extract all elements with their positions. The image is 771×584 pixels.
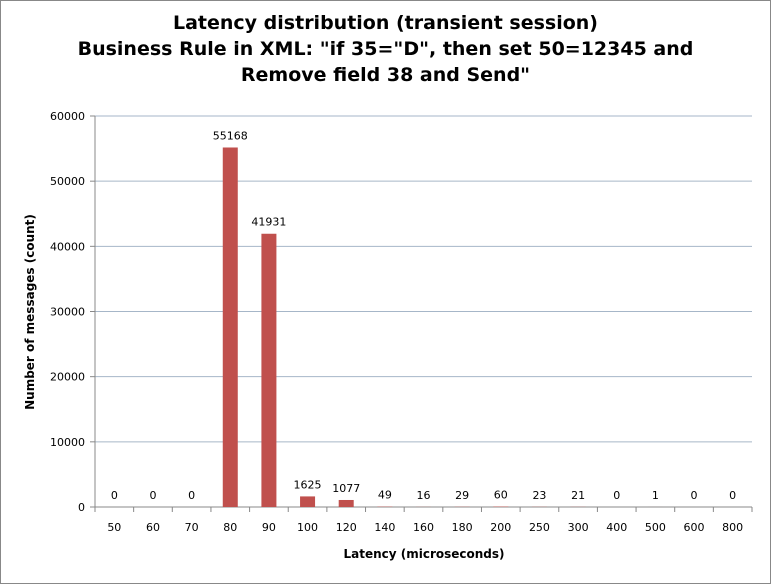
x-tick-label: 200 [490,521,511,534]
x-tick-label: 800 [722,521,743,534]
bar-90 [261,233,277,508]
x-tick-label: 60 [146,521,160,534]
data-label-600: 0 [691,489,698,502]
data-label-500: 1 [652,489,659,502]
data-label-60: 0 [149,489,156,502]
data-label-250: 23 [532,489,546,502]
data-label-800: 0 [729,489,736,502]
chart-title-line-2: Business Rule in XML: "if 35="D", then s… [77,38,694,60]
x-tick-label: 600 [684,521,705,534]
data-label-300: 21 [571,489,585,502]
bar-120 [338,499,354,507]
y-tick-label: 40000 [50,240,85,253]
x-tick-label: 120 [336,521,357,534]
chart-title-line-3: Remove field 38 and Send" [240,64,531,86]
x-tick-label: 100 [297,521,318,534]
x-tick-label: 160 [413,521,434,534]
y-tick-labels: 0 10000 20000 30000 40000 50000 60000 [50,110,85,514]
x-tick-label: 90 [262,521,276,534]
y-tick-label: 60000 [50,110,85,123]
data-labels: 0 0 0 55168 41931 1625 1077 49 16 29 60 23 21 0 1 0 0 [111,129,736,502]
chart-title-line-1: Latency distribution (transient session) [173,12,598,34]
y-tick-label: 30000 [50,306,85,319]
data-label-100: 1625 [294,478,322,491]
chart-title: Latency distribution (transient session)… [0,10,771,88]
x-tick-label: 140 [374,521,395,534]
x-tick-label: 300 [568,521,589,534]
data-label-80: 55168 [213,129,248,142]
data-label-200: 60 [494,489,508,502]
bars [222,147,663,508]
bar-80 [222,147,238,508]
x-tick-label: 70 [185,521,199,534]
data-label-180: 29 [455,489,469,502]
gridlines [90,115,753,512]
x-tick-label: 250 [529,521,550,534]
data-label-90: 41931 [251,216,286,229]
x-tick-label: 180 [452,521,473,534]
y-axis-title: Number of messages (count) [23,214,37,410]
y-tick-label: 20000 [50,371,85,384]
x-tick-label: 500 [645,521,666,534]
x-tick-label: 80 [223,521,237,534]
x-axis-title: Latency (microseconds) [343,547,504,561]
x-tick-label: 50 [107,521,121,534]
data-label-140: 49 [378,489,392,502]
data-label-400: 0 [613,489,620,502]
x-tick-labels: 50 60 70 80 90 100 120 140 160 180 200 250 300 400 500… [107,521,743,534]
data-label-50: 0 [111,489,118,502]
data-label-160: 16 [417,489,431,502]
data-label-120: 1077 [332,482,360,495]
data-label-70: 0 [188,489,195,502]
bar-100 [300,496,316,507]
y-tick-label: 50000 [50,175,85,188]
y-tick-label: 10000 [50,436,85,449]
y-tick-label: 0 [78,501,85,514]
x-tick-label: 400 [606,521,627,534]
